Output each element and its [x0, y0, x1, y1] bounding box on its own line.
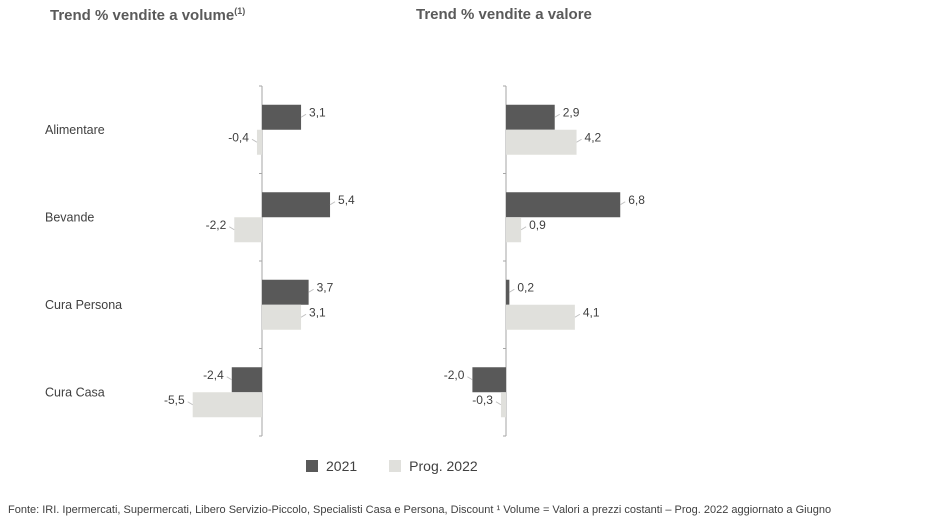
category-label: Cura Persona [45, 298, 122, 312]
label-leader [574, 313, 581, 318]
data-label: 4,1 [583, 305, 600, 319]
label-leader [576, 138, 582, 143]
data-label: -5,5 [164, 393, 185, 407]
bar-2022 [234, 217, 262, 243]
bar-2021 [506, 192, 621, 218]
data-label: 3,7 [317, 280, 334, 294]
label-leader [308, 288, 314, 293]
data-label: 0,9 [529, 218, 546, 232]
data-label: -2,0 [444, 368, 465, 382]
data-label: -0,4 [228, 130, 249, 144]
bar-2021 [472, 367, 506, 393]
label-leader [467, 376, 473, 381]
category-label: Cura Casa [45, 385, 105, 399]
bar-2021 [231, 367, 262, 393]
data-label: -0,3 [472, 393, 493, 407]
data-label: 3,1 [309, 105, 326, 119]
legend-item-2022: Prog. 2022 [389, 458, 478, 474]
bar-2022 [256, 129, 262, 155]
category-label: Bevande [45, 210, 94, 224]
data-label: 5,4 [338, 193, 355, 207]
legend: 2021 Prog. 2022 [306, 458, 510, 474]
chart-title-volume: Trend % vendite a volume(1) [50, 6, 245, 24]
bar-2021 [506, 104, 555, 130]
label-leader [329, 201, 336, 206]
bar-2022 [192, 392, 262, 418]
label-leader [495, 401, 502, 406]
data-label: 3,1 [309, 305, 326, 319]
bar-2022 [506, 217, 522, 243]
source-footnote: Fonte: IRI. Ipermercati, Supermercati, L… [8, 504, 832, 516]
data-label: -2,2 [206, 218, 227, 232]
bar-2021 [262, 192, 331, 218]
label-leader [251, 138, 258, 143]
data-label: -2,4 [203, 368, 224, 382]
legend-swatch-2021 [306, 460, 318, 472]
data-label: 0,2 [517, 280, 534, 294]
label-leader [520, 226, 527, 231]
bar-2022 [262, 304, 302, 330]
bar-2021 [506, 279, 510, 305]
label-leader [187, 401, 193, 406]
label-leader [554, 113, 560, 118]
legend-item-2021: 2021 [306, 458, 357, 474]
legend-swatch-2022 [389, 460, 402, 472]
data-label: 4,2 [585, 130, 602, 144]
chart-title-footnote-mark: (1) [234, 6, 246, 16]
bar-2022 [500, 392, 506, 418]
bar-2021 [262, 279, 309, 305]
label-leader [226, 376, 233, 381]
bar-2022 [506, 304, 575, 330]
label-leader [509, 288, 515, 293]
label-leader [229, 226, 235, 231]
legend-label-2022: Prog. 2022 [409, 458, 478, 474]
label-leader [300, 313, 307, 318]
bar-2022 [506, 129, 577, 155]
data-label: 6,8 [628, 193, 645, 207]
chart-title-volume-text: Trend % vendite a volume [50, 7, 235, 24]
data-label: 2,9 [563, 105, 580, 119]
label-leader [619, 201, 626, 206]
label-leader [300, 113, 307, 118]
category-label: Alimentare [45, 123, 105, 137]
bar-2021 [262, 104, 302, 130]
legend-label-2021: 2021 [326, 458, 358, 474]
chart-title-valore: Trend % vendite a valore [416, 6, 592, 23]
